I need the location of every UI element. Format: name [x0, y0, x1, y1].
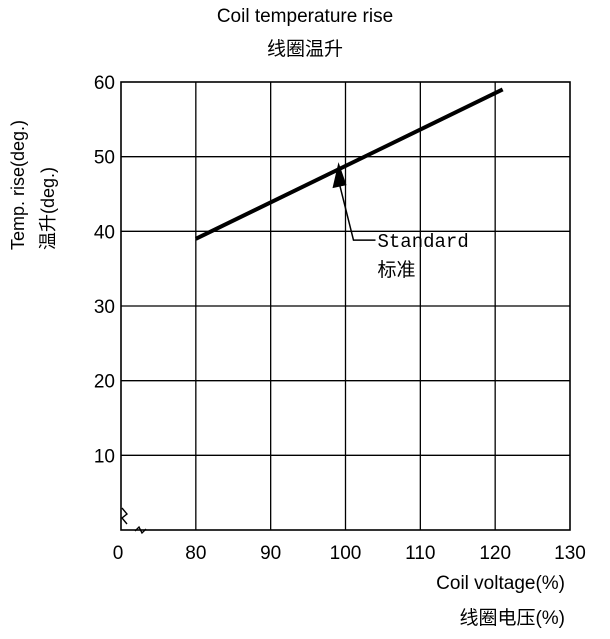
axis-break-x [134, 525, 147, 535]
y-tick-label: 30 [94, 297, 115, 318]
y-tick-label: 10 [94, 446, 115, 467]
x-tick-label: 90 [260, 543, 281, 564]
y-tick-label: 50 [94, 148, 115, 169]
x-axis-label: Coil voltage(%) [436, 573, 565, 594]
series [194, 87, 504, 241]
annotation-arrowhead [332, 162, 347, 189]
annotation-label: Standard [378, 231, 469, 253]
x-tick-label: 120 [479, 543, 511, 564]
x-tick-label: 0 [113, 543, 124, 564]
series-line [194, 87, 504, 241]
y-tick-label: 60 [94, 73, 115, 94]
y-tick-label: 40 [94, 222, 115, 243]
grid [121, 82, 570, 530]
axes [120, 81, 571, 535]
x-tick-label: 80 [185, 543, 206, 564]
x-axis-label-cn: 线圈电压(%) [459, 608, 565, 629]
annotation-leader [337, 179, 376, 241]
tick-labels: 0 80 90 100 110 120 130 10 20 30 40 50 60 [94, 73, 586, 564]
chart-title: Coil temperature rise [216, 6, 394, 27]
axis-break-y [121, 507, 128, 525]
plot-frame [120, 81, 571, 531]
y-tick-label: 20 [94, 372, 115, 393]
x-tick-label: 130 [554, 543, 586, 564]
x-tick-label: 110 [405, 543, 435, 564]
annotation-label-cn: 标准 [378, 259, 416, 282]
x-tick-label: 100 [330, 543, 362, 564]
annotation: Standard 标准 [332, 162, 469, 282]
chart-title-cn: 线圈温升 [266, 39, 343, 60]
